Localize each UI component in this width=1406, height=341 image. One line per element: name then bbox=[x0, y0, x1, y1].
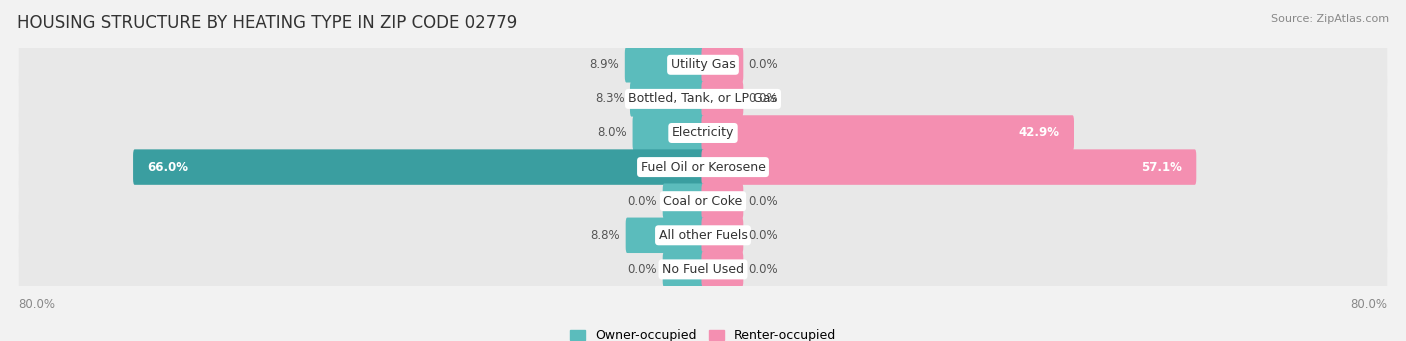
FancyBboxPatch shape bbox=[702, 218, 744, 253]
Text: Coal or Coke: Coal or Coke bbox=[664, 195, 742, 208]
Text: Source: ZipAtlas.com: Source: ZipAtlas.com bbox=[1271, 14, 1389, 24]
FancyBboxPatch shape bbox=[624, 47, 704, 83]
FancyBboxPatch shape bbox=[702, 81, 744, 117]
Text: 42.9%: 42.9% bbox=[1018, 127, 1060, 139]
FancyBboxPatch shape bbox=[18, 106, 1388, 160]
FancyBboxPatch shape bbox=[18, 242, 1388, 296]
FancyBboxPatch shape bbox=[18, 174, 1388, 228]
Text: Fuel Oil or Kerosene: Fuel Oil or Kerosene bbox=[641, 161, 765, 174]
Text: 57.1%: 57.1% bbox=[1140, 161, 1182, 174]
Text: HOUSING STRUCTURE BY HEATING TYPE IN ZIP CODE 02779: HOUSING STRUCTURE BY HEATING TYPE IN ZIP… bbox=[17, 14, 517, 32]
Text: 8.8%: 8.8% bbox=[591, 229, 620, 242]
FancyBboxPatch shape bbox=[18, 72, 1388, 126]
FancyBboxPatch shape bbox=[662, 183, 704, 219]
FancyBboxPatch shape bbox=[702, 149, 1197, 185]
FancyBboxPatch shape bbox=[18, 38, 1388, 92]
FancyBboxPatch shape bbox=[134, 149, 704, 185]
Text: 66.0%: 66.0% bbox=[148, 161, 188, 174]
Text: 0.0%: 0.0% bbox=[748, 195, 779, 208]
Text: 8.0%: 8.0% bbox=[598, 127, 627, 139]
FancyBboxPatch shape bbox=[702, 252, 744, 287]
FancyBboxPatch shape bbox=[702, 183, 744, 219]
Text: 80.0%: 80.0% bbox=[18, 298, 55, 311]
Text: No Fuel Used: No Fuel Used bbox=[662, 263, 744, 276]
Text: 0.0%: 0.0% bbox=[748, 229, 779, 242]
Text: Electricity: Electricity bbox=[672, 127, 734, 139]
Text: 0.0%: 0.0% bbox=[748, 263, 779, 276]
FancyBboxPatch shape bbox=[18, 140, 1388, 194]
FancyBboxPatch shape bbox=[626, 218, 704, 253]
Text: 8.9%: 8.9% bbox=[589, 58, 620, 71]
Text: Utility Gas: Utility Gas bbox=[671, 58, 735, 71]
Text: 0.0%: 0.0% bbox=[748, 58, 779, 71]
Text: 0.0%: 0.0% bbox=[627, 195, 658, 208]
Text: 0.0%: 0.0% bbox=[748, 92, 779, 105]
FancyBboxPatch shape bbox=[662, 252, 704, 287]
Text: 0.0%: 0.0% bbox=[627, 263, 658, 276]
Legend: Owner-occupied, Renter-occupied: Owner-occupied, Renter-occupied bbox=[565, 324, 841, 341]
Text: 80.0%: 80.0% bbox=[1351, 298, 1388, 311]
FancyBboxPatch shape bbox=[18, 208, 1388, 262]
Text: All other Fuels: All other Fuels bbox=[658, 229, 748, 242]
FancyBboxPatch shape bbox=[702, 115, 1074, 151]
FancyBboxPatch shape bbox=[633, 115, 704, 151]
FancyBboxPatch shape bbox=[702, 47, 744, 83]
FancyBboxPatch shape bbox=[630, 81, 704, 117]
Text: 8.3%: 8.3% bbox=[595, 92, 624, 105]
Text: Bottled, Tank, or LP Gas: Bottled, Tank, or LP Gas bbox=[628, 92, 778, 105]
